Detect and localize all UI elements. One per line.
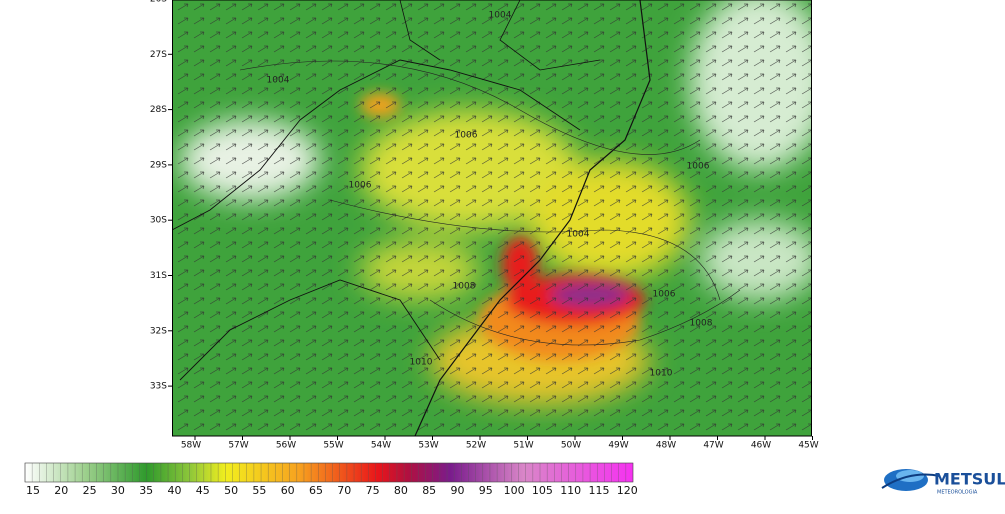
colorbar-label: 35 <box>139 484 153 497</box>
colorbar <box>24 462 634 483</box>
isobar-label: 1010 <box>650 369 673 379</box>
lat-label: 31S <box>150 271 167 281</box>
lon-label: 52W <box>466 441 486 451</box>
colorbar-label: 100 <box>504 484 525 497</box>
lat-label: 30S <box>150 216 167 226</box>
isobar-label: 1008 <box>690 319 713 329</box>
isobar-label: 1006 <box>653 290 676 300</box>
lat-label: 32S <box>150 326 167 336</box>
lon-label: 48W <box>656 441 676 451</box>
isobar-label: 1006 <box>687 162 710 172</box>
colorbar-label: 15 <box>26 484 40 497</box>
lon-label: 57W <box>228 441 248 451</box>
colorbar-label: 70 <box>337 484 351 497</box>
colorbar-label: 90 <box>451 484 465 497</box>
colorbar-label: 105 <box>532 484 553 497</box>
lon-label: 49W <box>608 441 628 451</box>
colorbar-label: 110 <box>560 484 581 497</box>
colorbar-label: 65 <box>309 484 323 497</box>
lon-label: 58W <box>181 441 201 451</box>
lon-label: 47W <box>703 441 723 451</box>
colorbar-label: 60 <box>281 484 295 497</box>
colorbar-label: 45 <box>196 484 210 497</box>
isobar-label: 1004 <box>489 11 512 21</box>
isobar-label: 1006 <box>455 131 478 141</box>
lon-label: 54W <box>371 441 391 451</box>
lat-label: 33S <box>150 382 167 392</box>
lon-label: 56W <box>276 441 296 451</box>
isobar-label: 1006 <box>349 181 372 191</box>
isobar-label: 1008 <box>453 282 476 292</box>
colorbar-label: 30 <box>111 484 125 497</box>
logo-name: METSUL <box>934 470 1005 489</box>
lon-label: 50W <box>561 441 581 451</box>
lon-label: 53W <box>418 441 438 451</box>
lat-label: 26S <box>150 0 167 5</box>
colorbar-label: 25 <box>83 484 97 497</box>
colorbar-label: 95 <box>479 484 493 497</box>
lon-label: 51W <box>513 441 533 451</box>
colorbar-label: 115 <box>589 484 610 497</box>
logo-tagline: METEOROLOGIA <box>937 490 978 496</box>
colorbar-label: 85 <box>422 484 436 497</box>
colorbar-label: 80 <box>394 484 408 497</box>
map-field <box>172 0 812 436</box>
colorbar-label: 75 <box>366 484 380 497</box>
lon-label: 46W <box>751 441 771 451</box>
colorbar-label: 20 <box>54 484 68 497</box>
logo: METSUL METEOROLOGIA <box>881 469 1005 496</box>
isobar-label: 1004 <box>567 230 590 240</box>
colorbar-label: 55 <box>252 484 266 497</box>
isobar-label: 1010 <box>410 358 433 368</box>
lat-label: 27S <box>150 50 167 60</box>
colorbar-label: 40 <box>168 484 182 497</box>
lat-label: 29S <box>150 160 167 170</box>
lon-label: 45W <box>798 441 818 451</box>
colorbar-label: 120 <box>617 484 638 497</box>
map-frame <box>172 0 812 437</box>
lat-label: 28S <box>150 105 167 115</box>
colorbar-label: 50 <box>224 484 238 497</box>
labels: 26S 27S 28S 29S 30S 31S 32S 33S 58W 57W 56W 55W 54W 5… <box>150 0 819 451</box>
lon-label: 55W <box>323 441 343 451</box>
isobar-label: 1004 <box>267 76 290 86</box>
